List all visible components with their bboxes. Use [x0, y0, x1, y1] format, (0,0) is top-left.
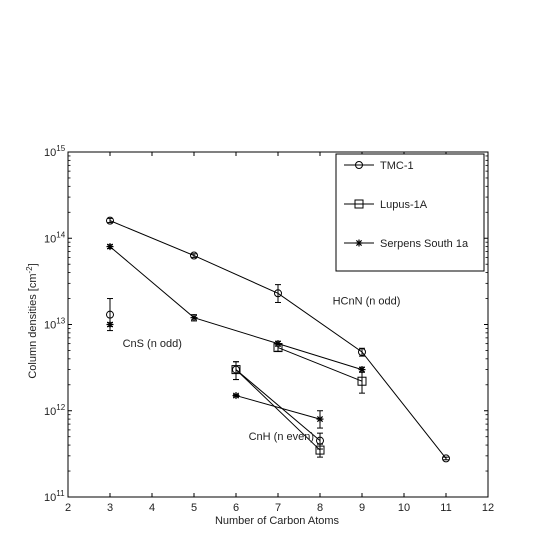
data-point	[316, 415, 324, 423]
data-point	[358, 347, 366, 356]
legend-item: TMC-1	[344, 160, 414, 172]
series-lupus-1a	[231, 343, 367, 458]
legend-marker	[354, 199, 364, 209]
error-bar	[191, 253, 197, 258]
series-group-hcnn	[106, 243, 366, 374]
annotation-cnh: CnH (n even)	[249, 431, 314, 443]
data-point	[106, 310, 114, 319]
error-bar	[107, 217, 113, 224]
y-tick-label: 1013	[44, 317, 66, 332]
legend-label: TMC-1	[380, 160, 414, 172]
series-layer	[106, 216, 450, 463]
legend-label: Lupus-1A	[380, 199, 428, 211]
y-tick-label: 1014	[44, 230, 66, 245]
data-point	[315, 445, 325, 455]
series-line	[109, 246, 363, 371]
series-serpens-south-1a	[106, 243, 366, 429]
data-point	[274, 340, 282, 348]
x-tick-label: 12	[482, 502, 494, 514]
x-tick-label: 7	[275, 502, 281, 514]
star-stroke	[358, 366, 366, 373]
x-tick-label: 11	[440, 502, 451, 514]
data-point	[190, 314, 198, 322]
data-point	[442, 454, 450, 463]
legend-marker	[355, 161, 363, 169]
x-tick-label: 2	[65, 502, 71, 514]
legend-item: Lupus-1A	[344, 199, 428, 211]
series-group-cns	[106, 321, 114, 328]
data-point	[232, 392, 240, 400]
star-stroke	[274, 340, 282, 347]
error-bar	[443, 456, 449, 461]
y-tick-label: 1012	[44, 403, 66, 418]
annotations: HCnN (n odd) CnS (n odd) CnH (n even)	[123, 296, 401, 443]
data-point	[231, 365, 241, 375]
series-line	[235, 369, 321, 442]
star-stroke	[232, 392, 240, 399]
star-stroke	[106, 243, 114, 250]
series-group-hcnn	[106, 216, 450, 463]
legend-item: Serpens South 1a	[344, 238, 469, 250]
x-tick-label: 3	[107, 502, 113, 514]
series-group-cnh	[232, 392, 324, 429]
x-tick-label: 5	[191, 502, 197, 514]
y-tick-label: 1015	[44, 144, 66, 159]
y-axis-label-main: Column densities [cm	[27, 274, 39, 379]
y-tick-label: 1011	[44, 489, 65, 504]
x-tick-label: 10	[398, 502, 410, 514]
error-bar	[275, 284, 281, 303]
x-tick-label: 8	[317, 502, 323, 514]
y-axis-label-end: ]	[27, 263, 39, 266]
x-tick-label: 9	[359, 502, 365, 514]
legend: TMC-1 Lupus-1A Serpens South 1a	[335, 153, 485, 272]
annotation-hcnn: HCnN (n odd)	[333, 296, 401, 308]
star-stroke	[316, 416, 324, 423]
error-bar	[233, 361, 239, 381]
x-axis-label: Number of Carbon Atoms	[215, 515, 340, 527]
star-stroke	[190, 314, 198, 321]
data-point	[106, 216, 114, 225]
error-bar	[359, 371, 365, 394]
y-axis-label: Column densities [cm-2]	[25, 263, 39, 378]
data-point	[106, 243, 114, 251]
annotation-cns: CnS (n odd)	[123, 338, 182, 350]
series-line	[235, 369, 321, 451]
legend-marker	[355, 239, 363, 247]
data-point	[358, 366, 366, 374]
y-axis-label-sup: -2	[25, 266, 34, 274]
series-line	[235, 395, 321, 420]
star-stroke	[355, 239, 363, 247]
legend-box	[335, 153, 485, 272]
star-stroke	[106, 321, 114, 328]
data-point	[106, 321, 114, 328]
series-group-cnh	[231, 361, 325, 458]
x-tick-label: 6	[233, 502, 239, 514]
series-group-hcnn	[273, 343, 367, 394]
data-point	[357, 376, 367, 386]
x-tick-label: 4	[149, 502, 155, 514]
legend-label: Serpens South 1a	[380, 238, 469, 250]
data-point	[274, 289, 282, 298]
series-line	[277, 347, 363, 382]
data-point	[190, 251, 198, 260]
